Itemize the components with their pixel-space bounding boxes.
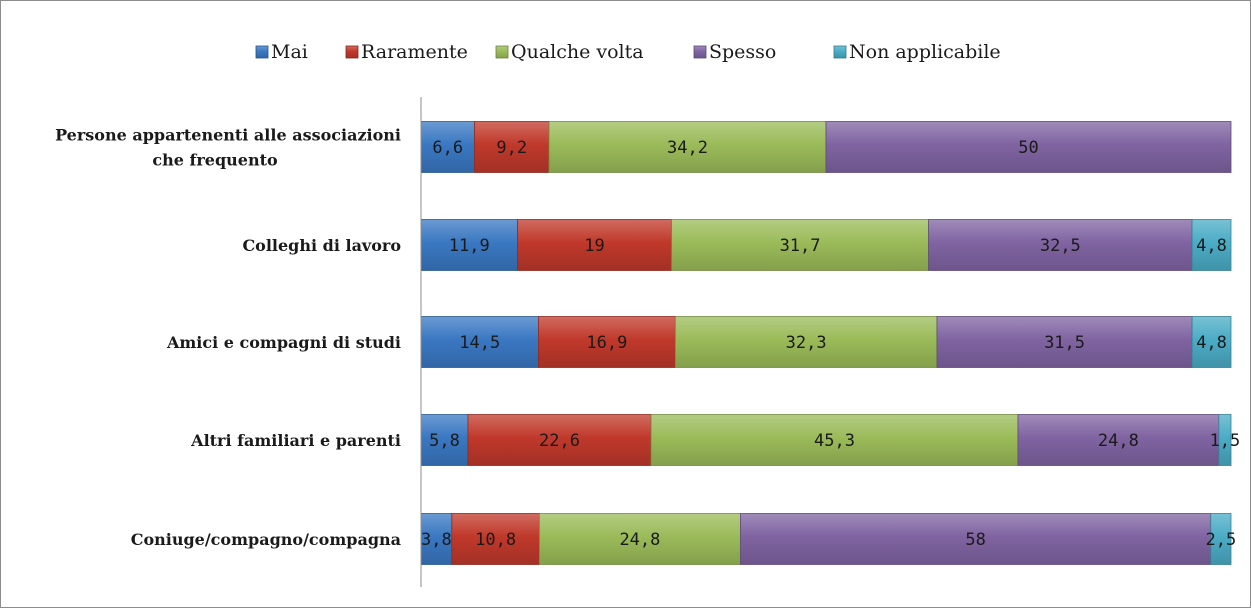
data-label: 50 (1018, 138, 1038, 158)
bar-segment-qualche-volta (674, 316, 938, 368)
bar-segment-spesso (1017, 414, 1220, 466)
data-label: 31,5 (1044, 333, 1085, 353)
data-label: 31,7 (780, 236, 821, 256)
legend-label-qualche-volta: Qualche volta (511, 41, 644, 63)
data-label: 10,8 (475, 530, 516, 550)
bar-segment-mai (420, 121, 475, 173)
data-label: 24,8 (1098, 431, 1139, 451)
bar-segment-qualche-volta (671, 219, 929, 271)
category-label: Altri familiari e parenti (190, 431, 401, 450)
data-label: 19 (584, 236, 604, 256)
bar-segment-spesso (740, 513, 1212, 565)
bars: 6,6 9,2 34,2 50 11,9 19 31,7 32,5 4,8 14,5 16,9 32,… (420, 121, 1241, 565)
legend-label-raramente: Raramente (361, 41, 468, 63)
data-label: 22,6 (539, 431, 580, 451)
data-label: 58 (965, 530, 985, 550)
bar-segment-raramente (517, 219, 672, 271)
data-label: 11,9 (449, 236, 490, 256)
legend-label-non-applicabile: Non applicabile (849, 41, 1001, 63)
data-label: 24,8 (619, 530, 660, 550)
category-label: Coniuge/compagno/compagna (131, 530, 401, 549)
data-label: 4,8 (1196, 333, 1227, 353)
data-label: 34,2 (667, 138, 708, 158)
data-label: 14,5 (459, 333, 500, 353)
legend-label-spesso: Spesso (709, 41, 776, 63)
legend-swatch-raramente (345, 45, 359, 59)
bar-segment-mai (420, 219, 518, 271)
bar-segment-non-applicabile (1210, 513, 1232, 565)
bar-segment-raramente (474, 121, 550, 173)
data-label: 32,5 (1040, 236, 1081, 256)
legend-label-mai: Mai (271, 41, 308, 63)
data-label: 1,5 (1210, 431, 1241, 451)
data-label: 2,5 (1206, 530, 1237, 550)
data-label: 9,2 (496, 138, 527, 158)
data-label: 3,8 (421, 530, 452, 550)
legend: Mai Raramente Qualche volta Spesso Non appli… (255, 41, 1001, 63)
bar-segment-non-applicabile (1191, 316, 1232, 368)
category-label: Colleghi di lavoro (242, 236, 401, 255)
bar-segment-qualche-volta (548, 121, 827, 173)
bar-segment-qualche-volta (650, 414, 1019, 466)
bar-segment-non-applicabile (1218, 414, 1232, 466)
data-label: 16,9 (586, 333, 627, 353)
data-label: 4,8 (1196, 236, 1227, 256)
bar-segment-mai (420, 316, 539, 368)
bar-segment-non-applicabile (1191, 219, 1232, 271)
bar-segment-raramente (451, 513, 540, 565)
category-labels: Persone appartenenti alle associazioni ch… (55, 126, 401, 550)
legend-swatch-qualche-volta (495, 45, 509, 59)
legend-swatch-non-applicabile (833, 45, 847, 59)
bar-segment-qualche-volta (538, 513, 741, 565)
bar-segment-spesso (928, 219, 1193, 271)
bar-segment-raramente (467, 414, 652, 466)
data-label: 45,3 (814, 431, 855, 451)
category-label: Persone appartenenti alle associazioni (55, 126, 401, 145)
bar-segment-spesso (825, 121, 1232, 173)
data-label: 5,8 (429, 431, 460, 451)
category-label: che frequento (152, 151, 278, 170)
legend-swatch-spesso (693, 45, 707, 59)
legend-swatch-mai (255, 45, 269, 59)
bar-segment-spesso (936, 316, 1193, 368)
data-label: 32,3 (786, 333, 827, 353)
category-label: Amici e compagni di studi (166, 333, 401, 352)
data-label: 6,6 (432, 138, 463, 158)
